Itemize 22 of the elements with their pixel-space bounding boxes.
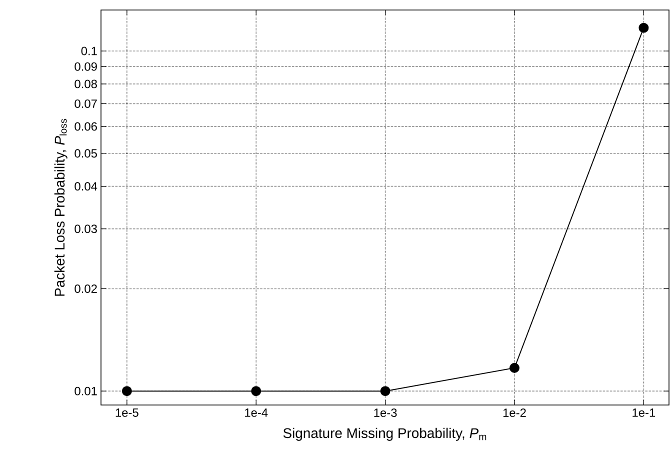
y-tick-label: 0.08: [74, 80, 97, 88]
y-tick-label: 0.02: [74, 284, 97, 293]
y-tick-label: 0.05: [74, 149, 97, 158]
y-tick-label: 0.01: [74, 386, 97, 396]
x-tick-label: 1e-4: [245, 408, 268, 417]
point: [638, 22, 649, 33]
point: [509, 362, 520, 373]
point: [380, 386, 390, 396]
point: [251, 386, 262, 396]
y-tick-label: 0.04: [74, 182, 98, 191]
y-tick-label: 0.03: [74, 224, 97, 234]
x-tick-label: 1e-5: [116, 408, 138, 417]
y-tick-label: 0.06: [74, 122, 97, 131]
y-tick-label: 0.1: [81, 46, 97, 56]
x-tick-label: 1e-1: [632, 408, 656, 417]
y-tick-label: 0.09: [74, 62, 97, 71]
y-tick-label: 0.07: [74, 99, 97, 108]
x-axis-title: Signature Missing Probability, P$_{m}$: [283, 428, 486, 441]
x-tick-label: 1e-2: [503, 408, 526, 417]
x-tick-label: 1e-3: [374, 408, 397, 417]
y-axis-title: Packet Loss Probability, P$_{loss}$: [54, 118, 68, 296]
point: [122, 386, 132, 396]
